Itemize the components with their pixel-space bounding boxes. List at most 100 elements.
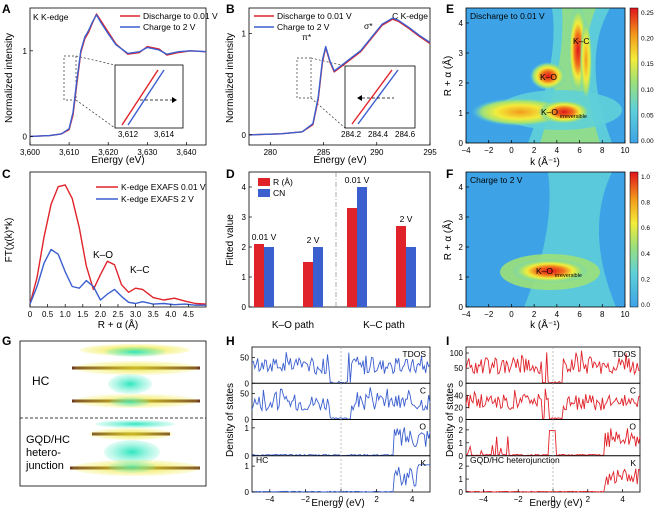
gqd-label-1: GQD/HC bbox=[26, 434, 70, 446]
dos-label-K: K bbox=[420, 458, 426, 468]
panel-b-ytick-label: 0 bbox=[242, 131, 247, 140]
panel-c-chart: K-edge EXAFS 0.01 V K-edge EXAFS 2 V K–O… bbox=[4, 171, 207, 331]
panel-pE-xtick-label: 10 bbox=[621, 146, 630, 155]
panel-pF-ytick-label: 4 bbox=[459, 183, 464, 192]
dos-pH-ytick-label: 50 bbox=[240, 353, 249, 362]
dos-label-K: K bbox=[630, 458, 636, 468]
gqd-hc-structure-image bbox=[70, 420, 200, 476]
panel-pF-xtick-label: 8 bbox=[600, 310, 605, 319]
bar-r-3 bbox=[396, 226, 406, 307]
group-ko-label: K–O path bbox=[272, 320, 314, 331]
dos-curve-TDOS bbox=[465, 350, 641, 384]
panel-c-xtick-label: 3.0 bbox=[130, 310, 142, 319]
dos-pH-ytick-label: 50 bbox=[240, 390, 249, 399]
dos-pH-ytick-label: 0 bbox=[245, 452, 250, 461]
panel-b-xlabel: Energy (eV) bbox=[313, 155, 366, 166]
panel-g-structures: HC GQD/HC hetero- junction bbox=[19, 340, 207, 487]
dos-pH-ytick-label: 0 bbox=[245, 488, 250, 497]
dos-pI-ytick-label: 50 bbox=[454, 364, 463, 373]
dos-pH-xtick-label: −4 bbox=[265, 495, 275, 504]
panel-c-xtick-label: 4.5 bbox=[183, 310, 195, 319]
panel-e-ylabel: R + α (Å) bbox=[441, 56, 454, 97]
series-b-1-line bbox=[248, 17, 431, 136]
legend-discharge-b: Discharge to 0.01 V bbox=[277, 11, 352, 21]
inset-b-tick-1: 284.2 bbox=[341, 130, 362, 139]
bar-group-label-1: 2 V bbox=[307, 235, 320, 245]
panel-label-a: A bbox=[2, 2, 11, 16]
legend-r: R (Å) bbox=[273, 177, 293, 187]
panel-pF-xtick-label: 10 bbox=[621, 310, 630, 319]
panel-b-ytick-label: 1 bbox=[242, 29, 247, 38]
panel-pE-xtick-label: −4 bbox=[461, 146, 471, 155]
panel-b-chart: Discharge to 0.01 V Charge to 2 V C K-ed… bbox=[225, 7, 437, 166]
panel-label-b: B bbox=[226, 2, 235, 16]
series-a-1-line bbox=[29, 14, 207, 138]
dos-label-C: C bbox=[420, 385, 426, 395]
dos-pH-xtick-label: −2 bbox=[301, 495, 311, 504]
panel-pF-xtick-label: −4 bbox=[461, 310, 471, 319]
panel-a-ylabel: Normalized intensity bbox=[4, 33, 15, 123]
panel-d-chart: R (Å) CN K–O path K–C path Fitted value … bbox=[225, 171, 431, 331]
panel-c-xtick-label: 1.5 bbox=[77, 310, 89, 319]
ko-irrev-label-e: K–O bbox=[541, 107, 558, 117]
panel-a-ytick-label: 1 bbox=[23, 47, 28, 56]
panel-label-i: I bbox=[446, 334, 449, 348]
panel-b-xtick-label: 280 bbox=[264, 148, 278, 157]
panel-pE-xtick-label: 6 bbox=[577, 146, 582, 155]
panel-pE-ytick-label: 2 bbox=[459, 79, 464, 88]
panel-pE-ytick-label: 4 bbox=[459, 19, 464, 28]
dos-curve-C bbox=[251, 387, 431, 420]
dos-pI-xtick-label: 0 bbox=[551, 495, 556, 504]
legend-exafs-1: K-edge EXAFS 0.01 V bbox=[121, 182, 206, 192]
dos-pI-ytick-label: 20 bbox=[454, 403, 463, 412]
panel-b-xtick-label: 295 bbox=[423, 148, 437, 157]
panel-h-ylabel: Density of states bbox=[225, 383, 236, 457]
colorbar-tick-pF: 0.8 bbox=[641, 200, 650, 207]
inset-a-tick-1: 3,612 bbox=[118, 130, 139, 139]
colorbar-tick-pE: 0.25 bbox=[641, 10, 654, 17]
pi-star-label: π* bbox=[302, 32, 312, 42]
panel-c-xtick-label: 1.0 bbox=[60, 310, 72, 319]
panel-a-xtick-label: 3,610 bbox=[59, 148, 80, 157]
panel-c-xtick-label: 2.0 bbox=[95, 310, 107, 319]
ko-label-c: K–O bbox=[93, 250, 113, 261]
dos-pH-xtick-label: 2 bbox=[374, 495, 379, 504]
dos-pH-ytick-label: 1 bbox=[245, 462, 250, 471]
dos-pI-xtick-label: −4 bbox=[479, 495, 489, 504]
kc-label-e: K–C bbox=[573, 36, 590, 46]
panel-label-e: E bbox=[446, 2, 454, 16]
panel-pF-ytick-label: 0 bbox=[459, 303, 464, 312]
dos-pI-ytick-label: 2 bbox=[459, 426, 464, 435]
panel-d-ytick-label: 2 bbox=[242, 243, 247, 252]
panel-pE-xtick-label: 8 bbox=[600, 146, 605, 155]
dos-label-O: O bbox=[419, 422, 426, 432]
dos-pI-ytick-label: 1 bbox=[459, 475, 464, 484]
panel-d-ytick-label: 4 bbox=[242, 183, 247, 192]
series-c-0-line bbox=[29, 184, 207, 305]
ko-irrev-label-f: K–O bbox=[536, 266, 553, 276]
panel-f-heatmap: Charge to 2 V K–O irreversible k (Å⁻¹) R… bbox=[441, 171, 650, 331]
bar-r-1 bbox=[303, 262, 313, 307]
panel-e-heatmap: Discharge to 0.01 V K–C K–O K–O irrevers… bbox=[441, 7, 654, 168]
panel-pF-xtick-label: 0 bbox=[509, 310, 514, 319]
dos-pI-ytick-label: 0 bbox=[459, 452, 464, 461]
dos-pI-xtick-label: 4 bbox=[620, 495, 625, 504]
legend-charge-b: Charge to 2 V bbox=[277, 22, 330, 32]
panel-d-ylabel: Fitted value bbox=[225, 214, 236, 266]
colorbar-tick-pE: 0.20 bbox=[641, 36, 654, 43]
inset-b-tick-2: 284.4 bbox=[368, 130, 389, 139]
bar-r-2 bbox=[347, 208, 357, 307]
panel-label-d: D bbox=[226, 167, 235, 181]
ko-label-e: K–O bbox=[540, 72, 557, 82]
panel-h-chart: Energy (eV) Density of states HC TDOS 0 50… bbox=[225, 346, 431, 509]
inset-a-tick-2: 3,614 bbox=[154, 130, 175, 139]
panel-c-xtick-label: 3.5 bbox=[148, 310, 160, 319]
hc-structure-image bbox=[72, 344, 200, 408]
colorbar-tick-pE: 0.10 bbox=[641, 87, 654, 94]
panel-f-ylabel: R + α (Å) bbox=[441, 220, 454, 261]
dos-pH-xtick-label: 4 bbox=[410, 495, 415, 504]
panel-c-xtick-label: 2.5 bbox=[112, 310, 124, 319]
legend-charge-a: Charge to 2 V bbox=[143, 22, 196, 32]
panel-pF-ytick-label: 2 bbox=[459, 243, 464, 252]
dos-pI-ytick-label: 1 bbox=[459, 439, 464, 448]
